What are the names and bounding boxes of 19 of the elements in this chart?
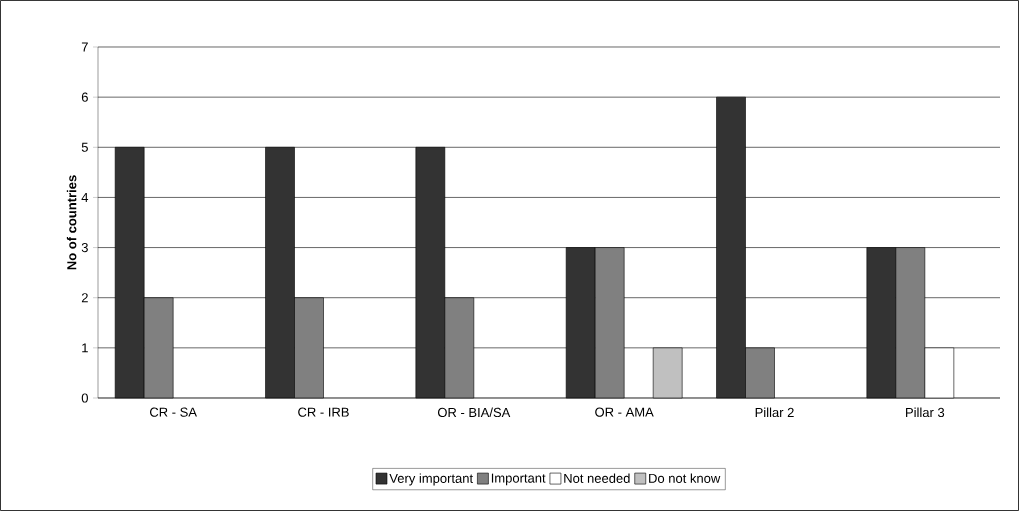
- x-tick-label: CR - SA: [149, 407, 197, 417]
- y-tick-label: 5: [81, 142, 88, 152]
- legend-label: Not needed: [564, 473, 630, 483]
- y-tick-label: 0: [81, 393, 88, 403]
- y-tick-label: 2: [81, 293, 88, 303]
- y-tick-label: 6: [81, 92, 88, 102]
- y-axis-title: No of countries: [66, 175, 77, 270]
- legend-label: Do not know: [649, 473, 721, 483]
- x-tick-label: OR - AMA: [595, 407, 654, 417]
- legend-label: Important: [491, 473, 546, 486]
- y-tick-label: 1: [82, 343, 88, 353]
- y-tick-label: 7: [81, 42, 88, 52]
- x-tick-label: OR - BIA/SA: [437, 407, 511, 418]
- legend-label: Very important: [389, 473, 473, 486]
- x-tick-label: CR - IRB: [298, 407, 349, 417]
- y-tick-label: 3: [81, 242, 88, 253]
- x-tick-label: Pillar 3: [906, 407, 945, 418]
- x-tick-label: Pillar 2: [755, 407, 794, 418]
- y-tick-label: 4: [81, 192, 89, 202]
